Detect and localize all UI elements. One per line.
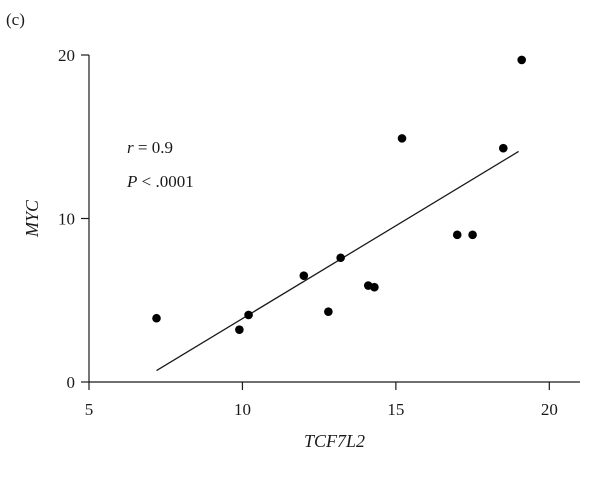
axes bbox=[88, 55, 580, 383]
data-point bbox=[452, 230, 462, 240]
data-point bbox=[397, 134, 407, 143]
y-axis-title: MYC bbox=[22, 199, 42, 238]
y-tick-label: 10 bbox=[58, 210, 75, 229]
p-value: < .0001 bbox=[137, 172, 193, 191]
x-tick-label: 15 bbox=[387, 400, 404, 419]
p-annotation: P < .0001 bbox=[126, 172, 194, 191]
x-tick-label: 10 bbox=[234, 400, 251, 419]
stats-annotation: r = 0.9 P < .0001 bbox=[126, 138, 194, 191]
panel-label: (c) bbox=[6, 10, 25, 29]
x-axis-title: TCF7L2 bbox=[304, 431, 365, 451]
y-ticks: 0 10 20 bbox=[58, 46, 89, 392]
data-points bbox=[152, 55, 526, 334]
data-point bbox=[498, 143, 508, 153]
x-tick-label: 20 bbox=[541, 400, 558, 419]
data-point bbox=[468, 230, 477, 240]
data-point bbox=[324, 307, 333, 316]
data-point bbox=[235, 325, 244, 334]
y-tick-label: 20 bbox=[58, 46, 75, 65]
data-point bbox=[152, 313, 161, 323]
r-value: = 0.9 bbox=[134, 138, 173, 157]
x-tick-label: 5 bbox=[85, 400, 94, 419]
data-point bbox=[517, 55, 526, 65]
x-ticks: 5 10 15 20 bbox=[85, 382, 558, 419]
data-point bbox=[299, 271, 309, 281]
y-tick-label: 0 bbox=[67, 373, 76, 392]
data-point bbox=[336, 253, 345, 263]
data-point bbox=[244, 310, 253, 320]
p-symbol: P bbox=[126, 172, 137, 191]
regression-line bbox=[156, 150, 519, 372]
r-symbol: r bbox=[127, 138, 134, 157]
data-point bbox=[370, 282, 379, 292]
r-annotation: r = 0.9 bbox=[127, 138, 173, 157]
